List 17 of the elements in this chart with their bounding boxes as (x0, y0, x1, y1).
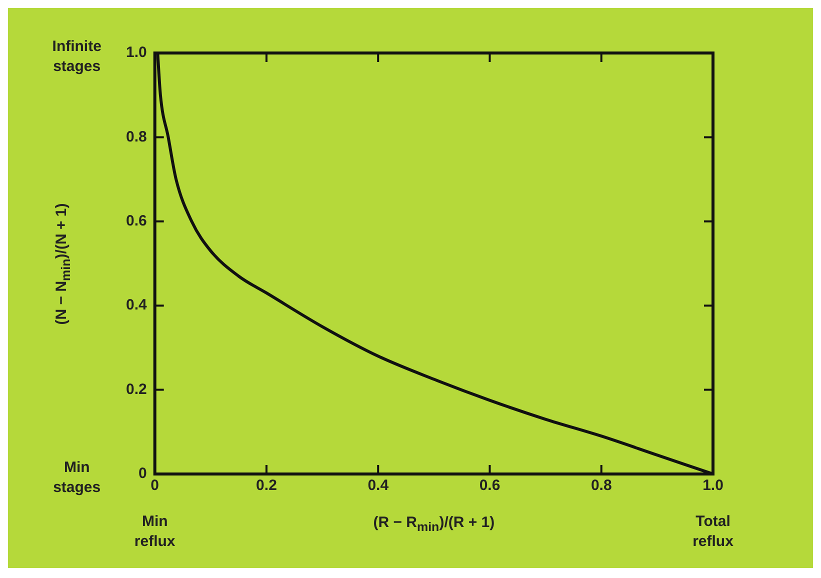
x-tick-label: 0 (150, 477, 160, 494)
x-tick-label: 0.8 (590, 477, 612, 494)
x-tick-label: 0.2 (256, 477, 277, 494)
y-tick-label: 0.8 (126, 128, 147, 146)
text: Total reflux (692, 513, 734, 550)
x-axis-title: (R − R$_{min}$)/(R + 1) (373, 514, 495, 534)
text: Infinite stages (52, 38, 102, 76)
text: Min stages (53, 459, 101, 496)
y-tick-label: 0 (138, 465, 147, 482)
text: Min reflux (134, 513, 176, 550)
x-tick-label: 1.0 (702, 477, 724, 494)
y-tick-label: 0.6 (126, 212, 147, 230)
x-tick-label: 0.6 (479, 477, 500, 494)
y-tick-label: 1.0 (126, 44, 147, 62)
y-tick-label: 0.2 (126, 380, 147, 398)
x-tick-label: 0.4 (368, 477, 390, 494)
y-tick-label: 0.4 (126, 296, 148, 314)
